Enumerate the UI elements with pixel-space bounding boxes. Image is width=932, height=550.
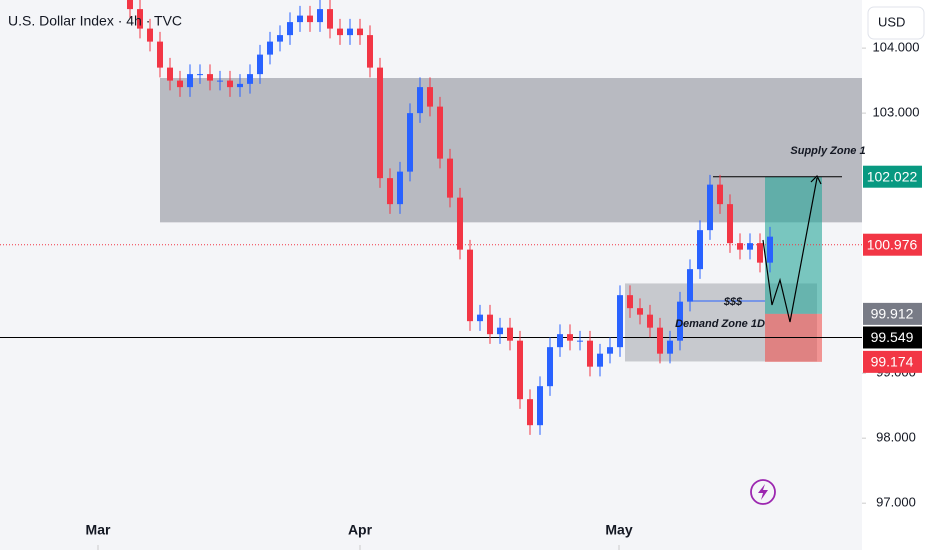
candle-body — [247, 74, 253, 84]
candle-body — [207, 74, 213, 81]
candle-body — [407, 113, 413, 172]
candle-body — [297, 15, 303, 23]
candle-body — [317, 9, 323, 23]
price-tag — [863, 165, 922, 188]
candle-body — [557, 334, 563, 348]
candle-body — [767, 236, 773, 263]
candle-body — [527, 399, 533, 426]
candle-body — [437, 106, 443, 159]
price-tag-label: 99.912 — [871, 306, 914, 322]
candle-body — [587, 340, 593, 367]
x-tick-label: May — [605, 522, 632, 538]
candle-body — [687, 269, 693, 302]
y-tick-label: 97.000 — [876, 495, 916, 510]
candle-body — [187, 74, 193, 88]
candle-body — [177, 80, 183, 88]
candle-body — [267, 41, 273, 55]
candle-body — [377, 67, 383, 179]
currency-label: USD — [878, 14, 905, 29]
candle-body — [347, 28, 353, 36]
candle-body — [147, 28, 153, 42]
candle-body — [287, 22, 293, 36]
candle-body — [387, 178, 393, 205]
candle-body — [487, 314, 493, 335]
candle-body — [157, 41, 163, 68]
annotation: $$$ — [723, 296, 743, 308]
y-tick-label: 103.000 — [873, 105, 920, 120]
candle-body — [607, 347, 613, 354]
candle-body — [427, 87, 433, 107]
candle-body — [647, 314, 653, 328]
candle-body — [707, 184, 713, 231]
projection-arrow — [810, 174, 822, 185]
price-tag — [863, 302, 922, 325]
price-tag — [863, 350, 922, 373]
projection-path — [762, 177, 818, 323]
candle-body — [677, 301, 683, 341]
candle-body — [657, 327, 663, 354]
candle-body — [337, 28, 343, 36]
candle-body — [757, 243, 763, 263]
x-tick-label: Apr — [348, 522, 373, 538]
candle-body — [277, 35, 283, 42]
candle-body — [667, 340, 673, 354]
chart-title: U.S. Dollar Index · 4h · TVC — [8, 13, 182, 29]
currency-button[interactable] — [867, 6, 925, 40]
annotation: Supply Zone 1 — [790, 145, 865, 157]
candle-body — [197, 74, 203, 76]
candle-body — [227, 80, 233, 88]
candle-body — [577, 340, 583, 342]
candle-body — [127, 0, 133, 10]
candle-body — [517, 340, 523, 400]
candle-body — [547, 347, 553, 387]
candle-body — [497, 327, 503, 335]
candle-body — [727, 204, 733, 244]
candle-body — [417, 87, 423, 114]
candle-body — [697, 230, 703, 270]
candle-body — [237, 83, 243, 88]
annotation: Demand Zone 1D — [675, 318, 765, 330]
candle-body — [717, 184, 723, 205]
candle-body — [137, 9, 143, 29]
flash-icon[interactable] — [750, 479, 776, 505]
candle-body — [627, 295, 633, 309]
x-tick-label: Mar — [86, 522, 111, 538]
candle-body — [397, 171, 403, 205]
candle-body — [167, 67, 173, 81]
price-tag-label: 100.976 — [867, 236, 918, 252]
candle-body — [617, 295, 623, 348]
candle-body — [447, 158, 453, 198]
price-axis-background — [862, 0, 932, 550]
price-tag-label: 99.549 — [871, 329, 914, 345]
candle-body — [507, 327, 513, 341]
candle-body — [257, 54, 263, 75]
flash-icon-bolt — [758, 484, 768, 500]
candle-body — [457, 197, 463, 250]
plot: Supply Zone 1 $$$ Demand Zone 1D — [0, 0, 866, 435]
y-tick-label: 98.000 — [876, 430, 916, 445]
price-tag-label: 99.174 — [871, 354, 914, 370]
candle-body — [597, 353, 603, 367]
y-tick-label: 104.000 — [873, 40, 920, 55]
candle-body — [567, 334, 573, 341]
candle-body — [357, 28, 363, 36]
candle-body — [217, 80, 223, 82]
candle-body — [307, 15, 313, 23]
price-tag-label: 102.022 — [867, 168, 918, 184]
candle-body — [637, 308, 643, 315]
price-tag — [863, 233, 922, 256]
candle-body — [367, 35, 373, 68]
candle-body — [477, 314, 483, 322]
candle-body — [327, 9, 333, 29]
candle-body — [747, 243, 753, 250]
candle-body — [467, 249, 473, 322]
price-tag — [863, 326, 922, 349]
candle-body — [737, 243, 743, 250]
candle-body — [537, 386, 543, 426]
zone — [160, 78, 862, 223]
